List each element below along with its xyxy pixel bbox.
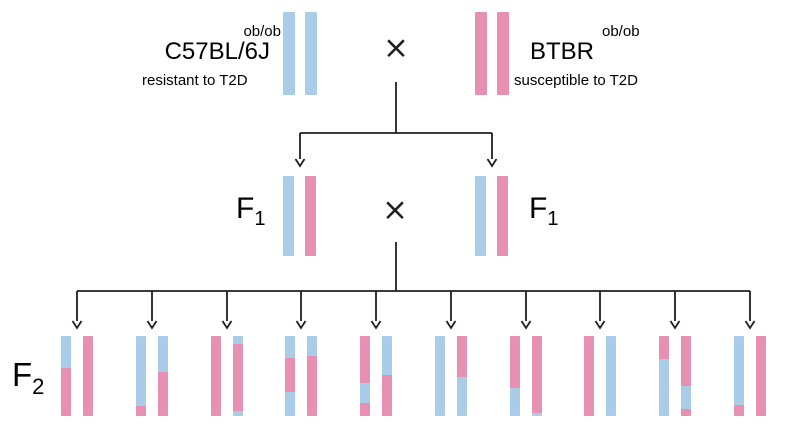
- chromosome-segment-pink: [510, 336, 520, 388]
- chromosome-segment-blue: [283, 176, 294, 256]
- chromosome-segment-blue: [233, 411, 243, 416]
- parent-right-name: BTBR: [530, 38, 595, 65]
- chromosome-segment-pink: [457, 336, 467, 377]
- f2-pair-9-chromosome-2: [681, 336, 691, 416]
- f2-pair-6-chromosome-1: [435, 336, 445, 416]
- parent-left-phenotype: resistant to T2D: [142, 72, 248, 89]
- f2-pair-10-chromosome-1: [734, 336, 744, 416]
- f2-pair-1-chromosome-2: [83, 336, 93, 416]
- chromosome-segment-blue: [136, 336, 146, 407]
- parent-left-chromosome-1: [283, 12, 295, 95]
- chromosome-segment-pink: [497, 176, 508, 256]
- chromosome-segment-blue: [61, 336, 71, 368]
- chromosome-segment-pink: [83, 336, 93, 416]
- chromosome-segment-pink: [584, 336, 594, 416]
- chromosome-segment-blue: [233, 336, 243, 344]
- f2-pair-5-chromosome-1: [360, 336, 370, 416]
- chromosome-segment-blue: [307, 336, 317, 356]
- f1-label-left: F1: [236, 192, 266, 230]
- chromosome-segment-pink: [475, 12, 487, 95]
- f1-left-chromosome-2: [305, 176, 316, 256]
- chromosome-segment-pink: [307, 356, 317, 416]
- chromosome-segment-pink: [211, 336, 221, 416]
- chromosome-segment-blue: [457, 376, 467, 416]
- chromosome-segment-blue: [435, 336, 445, 416]
- chromosome-segment-blue: [158, 336, 168, 372]
- chromosome-segment-blue: [510, 388, 520, 416]
- parent-left-genotype: ob/ob: [243, 23, 281, 40]
- chromosome-segment-blue: [283, 12, 295, 95]
- f1-label-left-letter: F: [236, 192, 255, 225]
- chromosome-segment-blue: [285, 391, 295, 416]
- chromosome-segment-blue: [382, 336, 392, 376]
- f2-label-letter: F: [12, 356, 33, 393]
- f1-right-chromosome-1: [475, 176, 486, 256]
- f2-pair-7-chromosome-1: [510, 336, 520, 416]
- chromosome-segment-pink: [136, 406, 146, 416]
- chromosome-segment-blue: [659, 359, 669, 416]
- f2-pair-3-chromosome-1: [211, 336, 221, 416]
- chromosome-segment-pink: [382, 375, 392, 416]
- chromosome-segment-blue: [532, 412, 542, 416]
- f2-pair-8-chromosome-1: [584, 336, 594, 416]
- f1-left-chromosome-1: [283, 176, 294, 256]
- f2-pair-5-chromosome-2: [382, 336, 392, 416]
- chromosome-segment-pink: [681, 408, 691, 416]
- f2-pair-8-chromosome-2: [606, 336, 616, 416]
- f2-pair-2-chromosome-1: [136, 336, 146, 416]
- f2-pair-2-chromosome-2: [158, 336, 168, 416]
- parent-left-chromosome-2: [305, 12, 317, 95]
- f1-cross-icon: ×: [382, 192, 408, 228]
- parent-right-genotype: ob/ob: [602, 23, 640, 40]
- parent-right-chromosome-1: [475, 12, 487, 95]
- f2-pair-10-chromosome-2: [756, 336, 766, 416]
- chromosome-segment-pink: [497, 12, 509, 95]
- f1-label-left-subscript: 1: [254, 208, 266, 230]
- f1-label-right-subscript: 1: [547, 208, 559, 230]
- f2-pair-7-chromosome-2: [532, 336, 542, 416]
- parent-right-phenotype: susceptible to T2D: [514, 72, 638, 89]
- chromosome-segment-pink: [158, 372, 168, 416]
- f1-right-chromosome-2: [497, 176, 508, 256]
- chromosome-segment-pink: [61, 368, 71, 416]
- f2-pair-6-chromosome-2: [457, 336, 467, 416]
- f2-pair-1-chromosome-1: [61, 336, 71, 416]
- f2-pair-4-chromosome-2: [307, 336, 317, 416]
- chromosome-segment-pink: [285, 357, 295, 392]
- parent-right-chromosome-2: [497, 12, 509, 95]
- chromosome-segment-blue: [734, 336, 744, 405]
- f2-pair-3-chromosome-2: [233, 336, 243, 416]
- chromosome-segment-pink: [734, 404, 744, 416]
- f1-label-right: F1: [529, 192, 559, 230]
- chromosome-segment-blue: [360, 383, 370, 404]
- f2-label-subscript: 2: [32, 374, 45, 399]
- chromosome-segment-pink: [756, 336, 766, 416]
- chromosome-segment-pink: [360, 336, 370, 384]
- chromosome-segment-pink: [360, 403, 370, 416]
- chromosome-segment-pink: [233, 344, 243, 412]
- chromosome-segment-pink: [532, 336, 542, 413]
- chromosome-segment-pink: [305, 176, 316, 256]
- chromosome-segment-blue: [681, 386, 691, 409]
- chromosome-segment-pink: [681, 336, 691, 387]
- chromosome-segment-pink: [659, 336, 669, 360]
- chromosome-segment-blue: [285, 336, 295, 358]
- chromosome-segment-blue: [305, 12, 317, 95]
- chromosome-segment-blue: [606, 336, 616, 416]
- chromosome-segment-blue: [475, 176, 486, 256]
- f2-label: F2: [12, 358, 44, 398]
- parent-left-name: C57BL/6J: [164, 38, 270, 65]
- parental-cross-icon: ×: [383, 30, 409, 66]
- f2-pair-9-chromosome-1: [659, 336, 669, 416]
- f2-pair-4-chromosome-1: [285, 336, 295, 416]
- f1-label-right-letter: F: [529, 192, 548, 225]
